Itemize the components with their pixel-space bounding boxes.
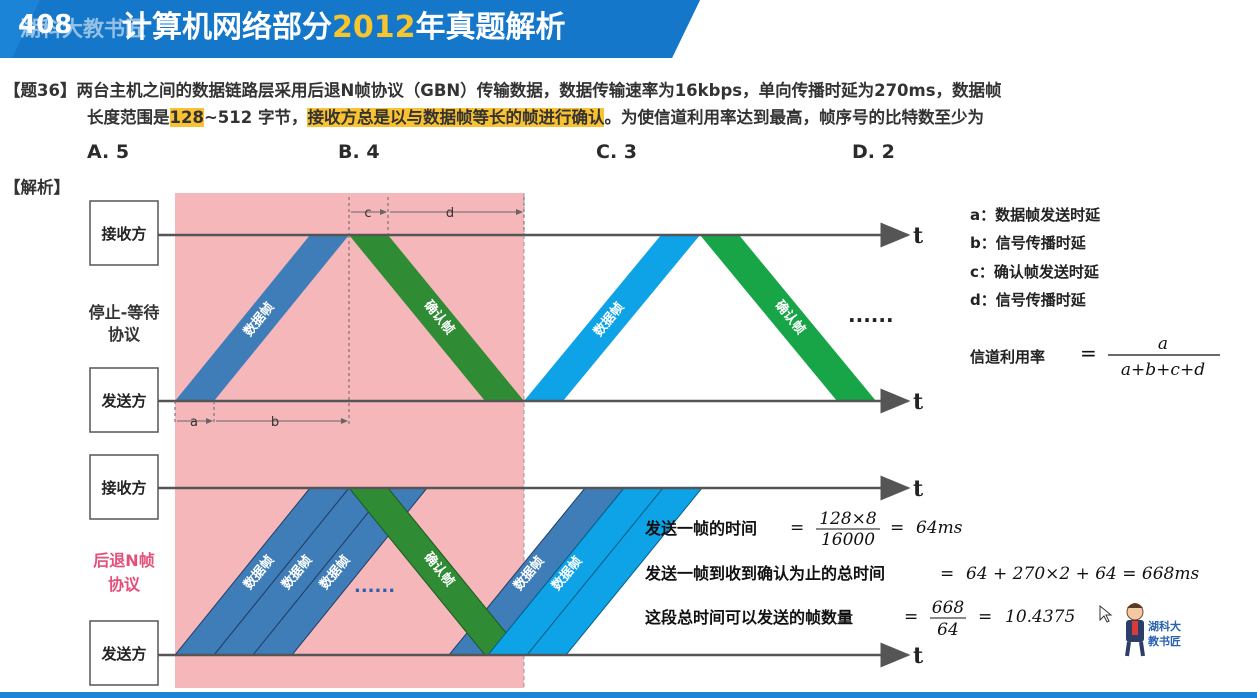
legend-b: b：信号传播时延 xyxy=(970,234,1087,252)
time-label: t xyxy=(913,389,924,415)
slide-number: 408 xyxy=(18,10,72,40)
legend-a: a：数据帧发送时延 xyxy=(970,206,1101,224)
data-frame-2 xyxy=(524,235,700,401)
analysis-label: 【解析】 xyxy=(4,178,70,197)
utilization-label: 信道利用率 xyxy=(970,348,1045,366)
data-frame-1 xyxy=(175,235,349,401)
calc-line-3-numerator: 668 xyxy=(932,598,965,618)
banner-stripe xyxy=(12,0,700,58)
dim-d-label: d xyxy=(446,206,454,221)
protocol-label-stop-wait-1: 停止-等待 xyxy=(89,303,160,322)
calc-line-3-result: 10.4375 xyxy=(1005,607,1075,627)
calc-line-3-label: 这段总时间可以发送的帧数量 xyxy=(645,608,853,627)
protocol-label-stop-wait-2: 协议 xyxy=(108,325,141,344)
question-number: 【题36】 xyxy=(4,81,77,100)
option-d: D. 2 xyxy=(852,141,895,163)
highlight-128: 128 xyxy=(169,108,204,127)
equals-sign: = xyxy=(890,518,904,538)
sender-label-bottom: 发送方 xyxy=(100,645,146,663)
equals-sign: = xyxy=(790,518,804,538)
time-label: t xyxy=(913,643,924,669)
utilization-denominator: a+b+c+d xyxy=(1121,360,1205,380)
legend-d: d：信号传播时延 xyxy=(970,291,1087,309)
legend-c: c：确认帧发送时延 xyxy=(970,263,1100,281)
receiver-box-top xyxy=(89,200,159,266)
receiver-label-bottom: 接收方 xyxy=(101,479,146,497)
logo-text-2: 教书匠 xyxy=(1147,634,1181,648)
ack-frame-2 xyxy=(700,235,876,401)
utilization-numerator: a xyxy=(1158,334,1168,354)
title-banner: 湖科大教书匠 408 计算机网络部分2012年真题解析 xyxy=(0,0,700,58)
option-a: A. 5 xyxy=(87,141,130,163)
page-title: 计算机网络部分2012年真题解析 xyxy=(122,10,566,45)
calc-line-1-denominator: 16000 xyxy=(821,530,875,550)
protocol-label-gbn-2: 协议 xyxy=(108,575,141,594)
dim-b-label: b xyxy=(271,415,279,430)
dim-c-label: c xyxy=(364,206,371,221)
sender-box-top xyxy=(89,367,159,433)
calc-line-1-result: 64ms xyxy=(916,518,963,538)
ellipsis: ...... xyxy=(848,303,894,327)
equals-sign: = xyxy=(904,607,918,627)
calc-line-2-label: 发送一帧到收到确认为止的总时间 xyxy=(644,564,885,583)
highlight-ack-rule: 接收方总是以与数据帧等长的帧进行确认 xyxy=(307,108,605,127)
receiver-label-top: 接收方 xyxy=(101,225,146,243)
question-line-1: 【题36】两台主机之间的数据链路层采用后退N帧协议（GBN）传输数据，数据传输速… xyxy=(4,81,1002,100)
equals-sign: = xyxy=(940,564,954,584)
ack-frame-1 xyxy=(349,235,524,401)
logo-text-1: 湖科大 xyxy=(1148,619,1181,633)
sender-box-bottom xyxy=(89,620,159,686)
question-line-2: 长度范围是128~512 字节，接收方总是以与数据帧等长的帧进行确认。为使信道利… xyxy=(87,108,984,127)
equals-sign: = xyxy=(978,607,992,627)
sender-label-top: 发送方 xyxy=(100,392,146,410)
dim-a-label: a xyxy=(190,415,198,430)
protocol-label-gbn-1: 后退N帧 xyxy=(93,551,154,570)
time-label: t xyxy=(913,223,924,249)
bottom-bar xyxy=(0,692,1257,698)
frame-dots: ...... xyxy=(354,576,395,597)
mouse-cursor-icon xyxy=(1099,604,1113,623)
calc-line-1-label: 发送一帧的时间 xyxy=(644,519,757,538)
calc-line-1-numerator: 128×8 xyxy=(819,509,877,529)
time-label: t xyxy=(913,476,924,502)
option-c: C. 3 xyxy=(596,141,637,163)
calc-line-2-expression: 64 + 270×2 + 64 = 668ms xyxy=(966,564,1199,584)
watermark-text: 湖科大教书匠 xyxy=(20,17,146,41)
option-b: B. 4 xyxy=(338,141,380,163)
mascot-logo-icon xyxy=(1125,603,1145,657)
calc-line-3-denominator: 64 xyxy=(937,620,959,640)
equals-sign: = xyxy=(1080,341,1097,365)
